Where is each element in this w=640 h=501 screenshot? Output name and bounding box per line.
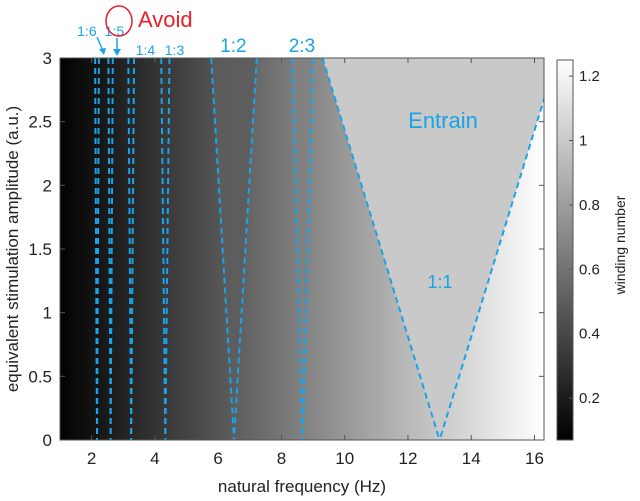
avoid-label: Avoid bbox=[138, 7, 193, 32]
colorbar-tick-label: 0.6 bbox=[579, 261, 600, 278]
y-tick-label: 2 bbox=[43, 176, 52, 195]
arrow-1-5-head bbox=[113, 49, 121, 56]
tongue-boundary-right-1-6 bbox=[96, 58, 100, 440]
x-tick-label: 10 bbox=[335, 449, 354, 468]
one-to-one-label: 1:1 bbox=[427, 272, 452, 292]
tongue-label-1-5: 1:5 bbox=[105, 23, 125, 39]
colorbar-tick-label: 0.2 bbox=[579, 390, 600, 407]
y-tick-label: 1 bbox=[43, 304, 52, 323]
y-axis: 0 0.5 1 1.5 2 2.5 3 bbox=[28, 49, 544, 450]
tongue-boundary-left-1-6 bbox=[94, 58, 99, 440]
tongue-region-1-1 bbox=[322, 58, 544, 440]
tongue-boundary-right-2-3 bbox=[301, 58, 315, 440]
y-tick-label: 3 bbox=[43, 49, 52, 68]
entrain-label: Entrain bbox=[408, 108, 478, 133]
arrow-1-6-head bbox=[99, 48, 106, 55]
x-tick-label: 6 bbox=[213, 449, 222, 468]
y-tick-label: 2.5 bbox=[28, 113, 52, 132]
x-tick-label: 8 bbox=[277, 449, 286, 468]
x-tick-label: 16 bbox=[525, 449, 544, 468]
tongue-region-1-2 bbox=[211, 58, 257, 440]
colorbar-tick-label: 0.4 bbox=[579, 326, 600, 343]
x-tick-label: 2 bbox=[87, 449, 96, 468]
plot-area bbox=[59, 57, 545, 441]
tongue-label-1-6: 1:6 bbox=[77, 23, 97, 39]
tongue-boundary-left-1-1 bbox=[321, 58, 441, 440]
y-axis-label: equivalent stimulation amplitude (a.u.) bbox=[3, 106, 22, 392]
tongue-region-1-3 bbox=[161, 58, 170, 440]
tongue-region-2-3 bbox=[292, 58, 314, 440]
colorbar-gradient bbox=[556, 59, 574, 441]
x-axis: 2 4 6 8 10 12 14 16 bbox=[87, 58, 544, 468]
colorbar-label: winding number bbox=[612, 195, 628, 295]
y-tick-label: 0.5 bbox=[28, 367, 52, 386]
tongue-label-2-3: 2:3 bbox=[289, 36, 315, 57]
tongue-boundary-left-1-2 bbox=[210, 58, 235, 440]
y-tick-label: 0 bbox=[43, 431, 52, 450]
avoid-circle bbox=[105, 5, 133, 37]
tongue-boundary-left-1-5 bbox=[107, 58, 112, 440]
tongue-boundary-right-1-2 bbox=[232, 58, 258, 440]
tongue-label-1-3: 1:3 bbox=[165, 42, 185, 58]
x-tick-label: 4 bbox=[150, 449, 159, 468]
tongue-boundary-right-1-5 bbox=[109, 58, 114, 440]
x-tick-label: 12 bbox=[399, 449, 418, 468]
colorbar-tick-label: 1.2 bbox=[579, 68, 600, 85]
colorbar: 0.2 0.4 0.6 0.8 1 1.2 winding number bbox=[556, 59, 628, 441]
tongue-boundary-left-1-4 bbox=[127, 58, 133, 440]
x-axis-label: natural frequency (Hz) bbox=[218, 477, 386, 496]
colorbar-tick-label: 0.8 bbox=[579, 197, 600, 214]
tongue-boundary-right-1-4 bbox=[130, 58, 136, 440]
tongue-boundary-right-1-1 bbox=[438, 95, 544, 440]
tongue-boundary-left-1-3 bbox=[160, 58, 167, 440]
annotations: 1:6 1:5 1:4 1:3 1:2 2:3 Avoid Entrain 1:1 bbox=[77, 5, 478, 292]
x-tick-label: 14 bbox=[462, 449, 481, 468]
tongue-label-1-2: 1:2 bbox=[220, 36, 246, 57]
colorbar-tick-label: 1 bbox=[579, 133, 587, 150]
tongue-boundary-left-2-3 bbox=[291, 58, 304, 440]
y-tick-label: 1.5 bbox=[28, 240, 52, 259]
tongue-label-1-4: 1:4 bbox=[136, 42, 156, 58]
tongue-boundary-right-1-3 bbox=[164, 58, 171, 440]
